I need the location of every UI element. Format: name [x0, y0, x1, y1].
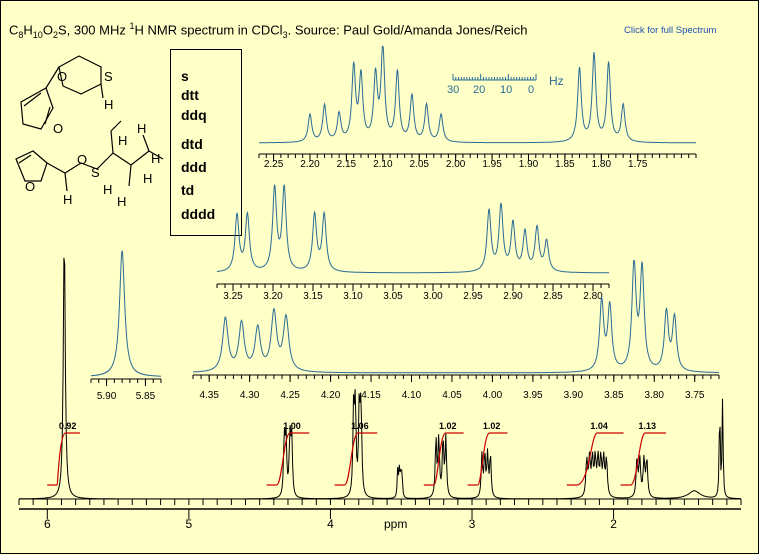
inset-1-trace	[259, 45, 696, 144]
inset-4-trace	[90, 250, 161, 377]
full-spectrum-link[interactable]: Click for full Spectrum	[624, 25, 717, 36]
inset-2-tick-label: 3.15	[303, 291, 323, 302]
inset-1-tick-label: 2.25	[264, 159, 284, 170]
molecule-structure-bottom	[15, 120, 164, 192]
inset-3-tick-label: 4.35	[199, 390, 219, 401]
atom-label: H	[104, 97, 113, 112]
inset-3-tick-label: 3.80	[645, 390, 665, 401]
inset-4-tick-label: 5.85	[136, 391, 156, 402]
molecule-structure-top	[20, 55, 104, 130]
inset-3-tick-label: 3.95	[523, 390, 543, 401]
inset-3-tick-label: 3.90	[564, 390, 584, 401]
inset-2-tick-label: 2.90	[503, 291, 523, 302]
atom-label: S	[104, 69, 113, 84]
inset-2-tick-label: 2.95	[463, 291, 483, 302]
atom-label: H	[137, 121, 146, 136]
atom-label: H	[63, 192, 72, 207]
inset-1-tick-label: 1.80	[592, 159, 612, 170]
integral-label: 1.00	[283, 421, 301, 431]
atom-label: H	[143, 171, 152, 186]
inset-2-tick-label: 3.05	[383, 291, 403, 302]
inset-3-tick-label: 4.10	[402, 390, 422, 401]
hz-scale: 30 20 10 0 Hz	[447, 74, 564, 96]
main-spectrum-tick-label: 6	[44, 517, 51, 531]
integral-label: 0.92	[59, 421, 77, 431]
integral-label: 1.04	[590, 421, 608, 431]
page-title: C8H10O2S, 300 MHz 1H NMR spectrum in CDC…	[9, 21, 528, 40]
inset-2-trace	[217, 184, 609, 274]
multiplicity-label: ddd	[181, 159, 207, 175]
main-spectrum-tick-label: 2	[610, 517, 617, 531]
atom-label: S	[91, 165, 100, 180]
integral-curve	[47, 432, 80, 486]
inset-3-tick-label: 4.05	[442, 390, 462, 401]
x-axis-label: ppm	[384, 517, 407, 531]
integral-curve	[423, 432, 464, 486]
inset-3-tick-label: 4.00	[483, 390, 503, 401]
main-spectrum-tick-label: 3	[469, 517, 476, 531]
inset-1-tick-label: 1.85	[555, 159, 575, 170]
inset-2-tick-label: 2.80	[583, 291, 603, 302]
hz-tick-label: 0	[528, 84, 534, 96]
multiplicity-label: td	[181, 182, 195, 198]
inset-1-tick-label: 2.10	[373, 159, 393, 170]
atom-label: O	[77, 152, 87, 167]
inset-2-tick-label: 3.10	[343, 291, 363, 302]
inset-1-tick-label: 1.95	[482, 159, 502, 170]
hz-tick-label: 20	[473, 84, 485, 96]
inset-3-tick-label: 3.75	[685, 390, 705, 401]
atom-label: H	[118, 133, 127, 148]
hz-unit-label: Hz	[549, 74, 564, 88]
inset-3-tick-label: 4.15	[361, 390, 381, 401]
inset-1-tick-label: 2.05	[409, 159, 429, 170]
integral-curve	[266, 432, 310, 486]
inset-2-tick-label: 3.25	[223, 291, 243, 302]
inset-3-tick-label: 4.25	[280, 390, 300, 401]
inset-3-trace	[192, 260, 720, 374]
multiplicity-label: s	[181, 68, 189, 84]
inset-3-tick-label: 4.30	[240, 390, 260, 401]
multiplicity-label: ddq	[181, 107, 207, 123]
multiplicity-box: s dtt ddq dtd ddd td dddd	[170, 49, 242, 236]
atom-label: H	[151, 151, 160, 166]
inset-1-tick-label: 2.00	[446, 159, 466, 170]
atom-label: H	[117, 194, 126, 209]
inset-2-tick-label: 3.20	[263, 291, 283, 302]
main-spectrum-tick-label: 4	[327, 517, 334, 531]
main-spectrum-tick-label: 5	[186, 517, 193, 531]
inset-4-tick-label: 5.90	[97, 391, 117, 402]
multiplicity-label: dddd	[181, 206, 216, 222]
atom-label: H	[103, 182, 112, 197]
inset-3-tick-label: 4.20	[321, 390, 341, 401]
multiplicity-label: dtd	[181, 136, 203, 152]
hz-tick-label: 30	[447, 84, 459, 96]
hz-tick-label: 10	[500, 84, 512, 96]
integral-curve	[620, 432, 667, 486]
inset-2-tick-label: 3.00	[423, 291, 443, 302]
atom-label: O	[57, 69, 67, 84]
integral-label: 1.06	[351, 421, 369, 431]
inset-2-tick-label: 2.85	[543, 291, 563, 302]
inset-1-tick-label: 1.75	[628, 159, 648, 170]
atom-label: O	[25, 179, 35, 194]
integral-curve	[334, 432, 378, 486]
atom-label: O	[53, 121, 63, 136]
inset-1-tick-label: 2.20	[300, 159, 320, 170]
integral-label: 1.02	[439, 421, 457, 431]
multiplicity-label: dtt	[181, 87, 199, 103]
inset-1-tick-label: 2.15	[337, 159, 357, 170]
integral-curve	[566, 432, 624, 486]
integral-label: 1.02	[483, 421, 501, 431]
inset-1-tick-label: 1.90	[519, 159, 539, 170]
integral-label: 1.13	[639, 421, 657, 431]
integral-curve	[467, 432, 508, 486]
inset-3-tick-label: 3.85	[604, 390, 624, 401]
